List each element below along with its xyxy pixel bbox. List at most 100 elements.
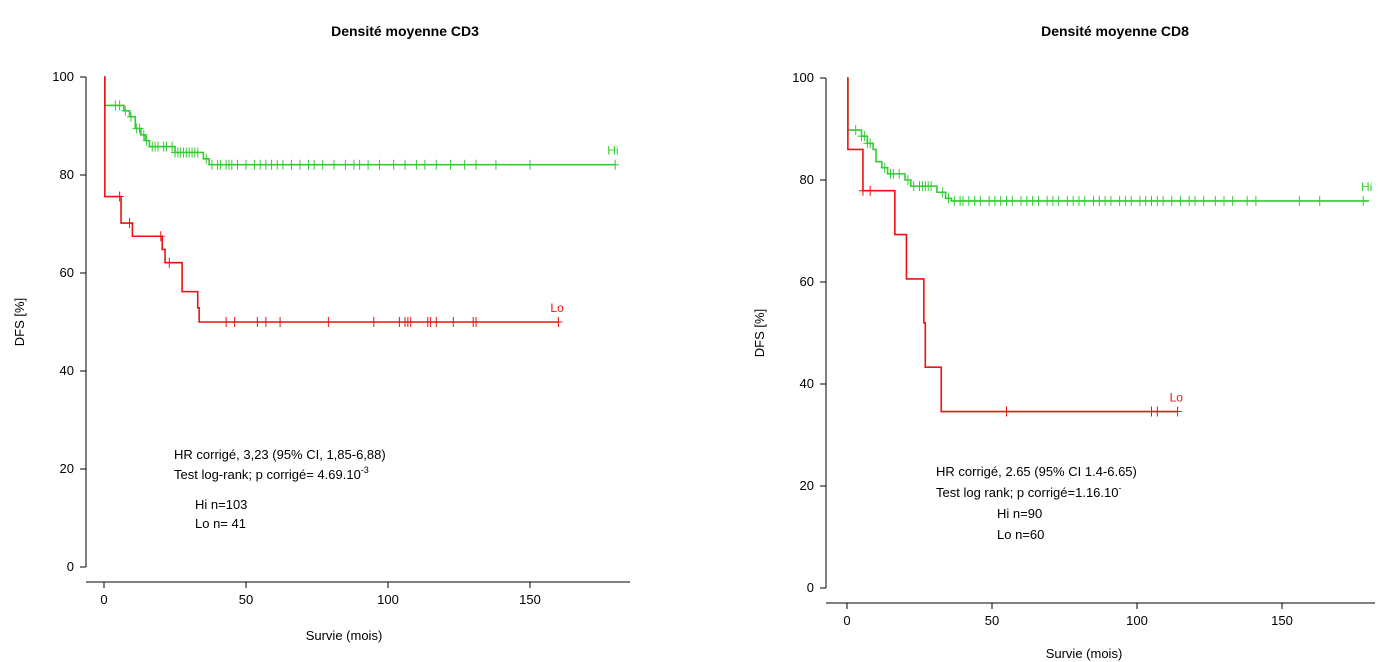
censor-mark bbox=[1199, 195, 1208, 206]
censor-mark bbox=[261, 317, 270, 327]
censor-mark bbox=[115, 191, 124, 202]
x-tick-label: 150 bbox=[1271, 613, 1293, 628]
y-tick-label: 60 bbox=[60, 265, 74, 280]
logrank-exponent: -3 bbox=[361, 465, 369, 475]
censor-mark bbox=[944, 193, 953, 204]
series-end-label: Hi bbox=[607, 144, 618, 158]
censor-mark bbox=[1315, 195, 1324, 206]
x-axis-label: Survie (mois) bbox=[1046, 646, 1123, 661]
censor-mark bbox=[142, 135, 151, 146]
censor-mark bbox=[1176, 195, 1185, 206]
y-tick-label: 40 bbox=[800, 376, 814, 391]
censor-mark bbox=[895, 168, 904, 179]
censor-mark bbox=[287, 159, 296, 170]
lo-count: Lo n= 41 bbox=[195, 516, 246, 531]
censor-mark bbox=[938, 187, 947, 198]
logrank-exponent: - bbox=[1118, 483, 1121, 493]
x-tick-label: 100 bbox=[377, 592, 399, 607]
chart-title: Densité moyenne CD8 bbox=[1041, 23, 1189, 39]
hi-count: Hi n=90 bbox=[997, 506, 1042, 521]
chart-cd3: Densité moyenne CD3 0 20 40 60 80 100 DF… bbox=[12, 23, 630, 643]
censor-mark bbox=[1008, 195, 1017, 206]
censor-mark bbox=[318, 159, 327, 170]
censor-mark bbox=[472, 159, 481, 170]
censor-mark bbox=[276, 317, 285, 327]
hr-annotation: HR corrigé, 3,23 (95% CI, 1,85-6,88) bbox=[174, 447, 386, 462]
y-tick-label: 0 bbox=[807, 580, 814, 595]
censor-mark bbox=[1034, 195, 1043, 206]
y-tick-label: 100 bbox=[792, 70, 814, 85]
censor-mark bbox=[472, 317, 481, 327]
censor-mark bbox=[976, 195, 985, 206]
censor-mark bbox=[1191, 195, 1199, 206]
censor-mark bbox=[330, 159, 339, 170]
censor-mark bbox=[866, 185, 875, 196]
censor-mark bbox=[156, 231, 165, 242]
survival-curve-hi bbox=[104, 76, 616, 166]
x-tick-label: 0 bbox=[843, 613, 850, 628]
censor-mark bbox=[389, 159, 398, 170]
y-axis-label: DFS [%] bbox=[752, 309, 767, 357]
censor-mark bbox=[364, 159, 373, 170]
y-axis: 0 20 40 60 80 100 DFS [%] bbox=[12, 69, 87, 574]
x-tick-label: 100 bbox=[1126, 613, 1148, 628]
censor-mark bbox=[460, 159, 469, 170]
series-end-label: Hi bbox=[1361, 180, 1372, 194]
censor-mark bbox=[880, 162, 889, 173]
censor-mark bbox=[121, 105, 130, 116]
x-axis-label: Survie (mois) bbox=[306, 628, 383, 643]
censor-mark bbox=[355, 159, 364, 170]
survival-curve-lo bbox=[847, 77, 1178, 413]
censor-mark bbox=[1251, 195, 1260, 206]
censor-mark bbox=[1173, 406, 1182, 417]
censor-mark bbox=[126, 111, 135, 122]
censor-mark bbox=[491, 159, 500, 170]
censor-mark bbox=[375, 159, 384, 170]
censor-mark bbox=[242, 159, 250, 170]
y-tick-label: 100 bbox=[52, 69, 74, 84]
y-tick-label: 20 bbox=[800, 478, 814, 493]
censor-mark bbox=[125, 218, 134, 229]
logrank-text: Test log-rank; p corrigé= 4.69.10 bbox=[174, 467, 361, 482]
y-tick-label: 80 bbox=[800, 172, 814, 187]
censor-mark bbox=[420, 159, 429, 170]
censor-mark bbox=[554, 317, 563, 327]
censor-mark bbox=[115, 100, 124, 111]
y-axis: 0 20 40 60 80 100 DFS [%] bbox=[752, 70, 827, 595]
censor-mark bbox=[1153, 406, 1162, 417]
lo-count: Lo n=60 bbox=[997, 527, 1044, 542]
censor-mark bbox=[1211, 195, 1220, 206]
x-tick-label: 50 bbox=[985, 613, 999, 628]
y-tick-label: 60 bbox=[800, 274, 814, 289]
y-tick-label: 40 bbox=[60, 363, 74, 378]
censor-mark bbox=[1359, 195, 1368, 206]
censor-mark bbox=[526, 159, 534, 170]
censor-mark bbox=[406, 317, 415, 327]
censor-mark bbox=[1002, 406, 1011, 417]
x-tick-label: 50 bbox=[239, 592, 253, 607]
hr-annotation: HR corrigé, 2.65 (95% CI 1.4-6.65) bbox=[936, 464, 1137, 479]
censor-mark bbox=[202, 153, 211, 164]
censor-mark bbox=[1220, 195, 1228, 206]
plot-area: Hi Lo bbox=[104, 76, 620, 327]
logrank-annotation: Test log rank; p corrigé=1.16.10- bbox=[936, 483, 1121, 500]
censor-mark bbox=[401, 159, 410, 170]
censor-mark bbox=[432, 159, 441, 170]
censor-mark bbox=[278, 159, 287, 170]
censor-mark bbox=[1106, 195, 1115, 206]
logrank-text: Test log rank; p corrigé=1.16.10 bbox=[936, 485, 1118, 500]
x-tick-label: 150 bbox=[519, 592, 541, 607]
y-axis-label: DFS [%] bbox=[12, 298, 27, 346]
censor-mark bbox=[324, 317, 333, 327]
censor-mark bbox=[230, 317, 239, 327]
censor-mark bbox=[253, 317, 262, 327]
censor-mark bbox=[1159, 195, 1168, 206]
censor-mark bbox=[1243, 195, 1252, 206]
plot-area: Hi Lo bbox=[847, 77, 1372, 417]
censor-mark bbox=[858, 185, 867, 196]
x-tick-label: 0 bbox=[100, 592, 107, 607]
censor-mark bbox=[369, 317, 378, 327]
censor-mark bbox=[851, 125, 860, 136]
censor-mark bbox=[1080, 195, 1089, 206]
